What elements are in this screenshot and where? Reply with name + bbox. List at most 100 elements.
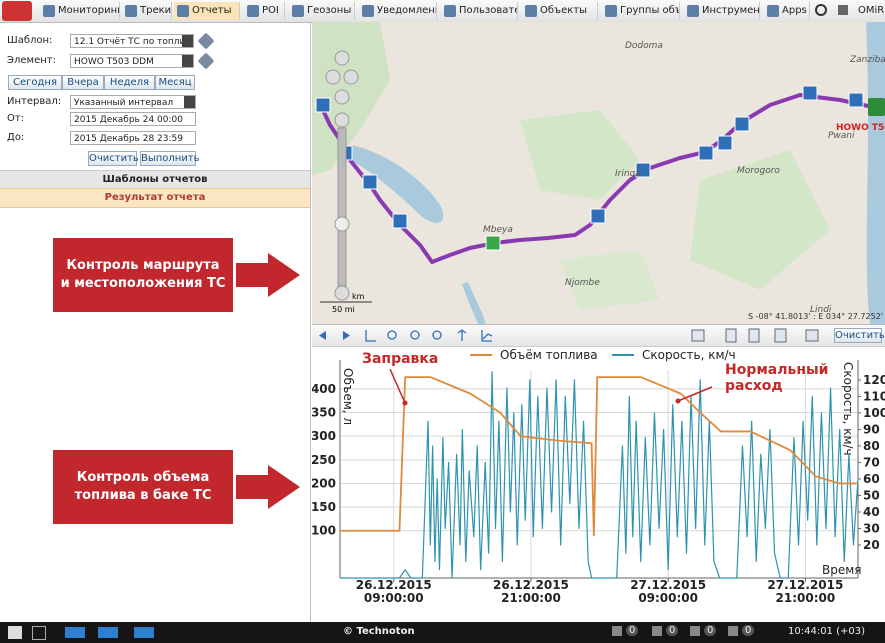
callout-arrow bbox=[236, 253, 300, 297]
park bbox=[520, 110, 640, 200]
user-name[interactable]: OMiR bbox=[858, 5, 885, 16]
tab[interactable]: Мониторинг bbox=[40, 2, 120, 20]
interval-select[interactable]: Указанный интервал bbox=[70, 95, 196, 109]
tab-label: Уведомлени bbox=[377, 5, 437, 16]
park bbox=[560, 250, 660, 310]
zoom-control[interactable] bbox=[325, 50, 359, 301]
truck-icon[interactable] bbox=[134, 627, 154, 638]
brand: © Technoton bbox=[343, 626, 415, 637]
prev-button[interactable] bbox=[319, 331, 326, 340]
label: Интервал: bbox=[7, 96, 62, 107]
status-icon bbox=[612, 626, 622, 636]
y2-tick-label: 80 bbox=[863, 439, 880, 453]
y2-tick-label: 70 bbox=[863, 455, 880, 469]
legend-label: Скорость, км/ч bbox=[642, 348, 736, 362]
logo bbox=[2, 1, 32, 21]
grid-icon[interactable] bbox=[32, 626, 46, 640]
clear-chart-button[interactable]: Очистить bbox=[834, 328, 885, 343]
callout-text: Контроль маршрута и местоположения ТС bbox=[60, 258, 226, 291]
annotation-arrowhead bbox=[402, 400, 408, 406]
y-tick-label: 400 bbox=[312, 382, 336, 396]
section-header[interactable]: Результат отчета bbox=[0, 188, 310, 208]
template-select[interactable]: 12.1 Отчёт ТС по топливу bbox=[70, 34, 194, 48]
element-select[interactable]: HOWO T503 DDM bbox=[70, 54, 194, 68]
y2-tick-label: 120 bbox=[863, 373, 885, 387]
tab[interactable]: Инструмент bbox=[684, 2, 760, 20]
place-label: Mbeya bbox=[483, 225, 513, 235]
y2-tick-label: 40 bbox=[863, 505, 880, 519]
annotation-arrow bbox=[677, 386, 713, 402]
status-icon bbox=[652, 626, 662, 636]
sea bbox=[866, 22, 885, 324]
legend-label: Объём топлива bbox=[500, 348, 598, 362]
annotation-arrow bbox=[389, 368, 406, 404]
period-button[interactable]: Неделя bbox=[104, 75, 155, 90]
run-button[interactable]: Выполнить bbox=[140, 151, 200, 166]
zoom-tools[interactable] bbox=[365, 329, 493, 342]
period-button[interactable]: Месяц bbox=[155, 75, 195, 90]
label: До: bbox=[7, 132, 25, 143]
tab[interactable]: Пользовател bbox=[441, 2, 518, 20]
x-tick-label: 27.12.2015 09:00:00 bbox=[630, 578, 707, 605]
period-button[interactable]: Сегодня bbox=[8, 75, 62, 90]
tab[interactable]: Уведомлени bbox=[359, 2, 437, 20]
tab[interactable]: Геозоны bbox=[289, 2, 355, 20]
y2-tick-label: 110 bbox=[863, 389, 885, 403]
tab-label: Мониторинг bbox=[58, 5, 120, 16]
tab[interactable]: POI bbox=[244, 2, 285, 20]
fuel-marker[interactable] bbox=[485, 235, 501, 251]
section-header[interactable]: Шаблоны отчетов bbox=[0, 170, 310, 189]
annotation: Заправка bbox=[362, 351, 439, 367]
place-labels: Dodoma Morogoro Iringa Mbeya Njombe Lind… bbox=[483, 41, 885, 315]
lake bbox=[462, 282, 486, 324]
tab[interactable]: Треки bbox=[122, 2, 172, 20]
place-label: Dodoma bbox=[625, 41, 663, 51]
tab-label: POI bbox=[262, 5, 279, 16]
main-toolbar: Мониторинг Треки Отчеты POI Геозоны Увед… bbox=[0, 0, 885, 23]
label: От: bbox=[7, 113, 25, 124]
park bbox=[312, 22, 390, 175]
tab[interactable]: Apps bbox=[764, 2, 810, 20]
y-tick-label: 250 bbox=[312, 453, 336, 467]
truck-icon[interactable] bbox=[65, 627, 85, 638]
y-axis-title: Объем, л bbox=[341, 368, 355, 425]
export-tools[interactable] bbox=[691, 328, 819, 343]
to-input[interactable]: 2015 Декабрь 28 23:59 bbox=[70, 131, 196, 145]
vehicle-icon[interactable] bbox=[868, 98, 885, 116]
start-icon[interactable] bbox=[8, 626, 22, 639]
x-tick-label: 26.12.2015 09:00:00 bbox=[355, 578, 432, 605]
series-line bbox=[340, 376, 858, 537]
tab-label: Отчеты bbox=[192, 5, 232, 16]
map: Dodoma Morogoro Iringa Mbeya Njombe Lind… bbox=[312, 22, 885, 324]
tab-label: Объекты bbox=[540, 5, 588, 16]
scale-label: km bbox=[352, 292, 365, 301]
place-label: Zanzibar bbox=[849, 55, 885, 65]
place-label: Njombe bbox=[565, 278, 600, 288]
callout-arrow bbox=[236, 465, 300, 509]
y2-tick-label: 30 bbox=[863, 521, 880, 535]
tab[interactable]: Группы объе bbox=[602, 2, 680, 20]
search-button[interactable] bbox=[815, 4, 827, 16]
tab-label: Apps bbox=[782, 5, 807, 16]
period-button[interactable]: Вчера bbox=[62, 75, 104, 90]
tab[interactable]: Отчеты bbox=[174, 2, 240, 20]
status-icon bbox=[728, 626, 738, 636]
clock: 10:44:01 (+03) bbox=[788, 626, 865, 637]
y-tick-label: 350 bbox=[312, 406, 336, 420]
counter: 0 bbox=[704, 625, 717, 636]
next-button[interactable] bbox=[343, 331, 350, 340]
y2-tick-label: 20 bbox=[863, 538, 880, 552]
truck-icon[interactable] bbox=[98, 627, 118, 638]
callout-box bbox=[53, 238, 233, 312]
y2-tick-label: 100 bbox=[863, 406, 885, 420]
parking-markers bbox=[315, 85, 864, 229]
x-axis-title: Время bbox=[822, 563, 862, 577]
clear-button[interactable]: Очистить bbox=[88, 151, 139, 166]
annotation-arrowhead bbox=[675, 398, 681, 404]
tab-label: Треки bbox=[140, 5, 172, 16]
settings-button[interactable] bbox=[838, 5, 848, 15]
tab[interactable]: Объекты bbox=[522, 2, 598, 20]
from-input[interactable]: 2015 Декабрь 24 00:00 bbox=[70, 112, 196, 126]
callout-arrows bbox=[53, 238, 300, 524]
chart-tool-icons bbox=[319, 328, 819, 343]
